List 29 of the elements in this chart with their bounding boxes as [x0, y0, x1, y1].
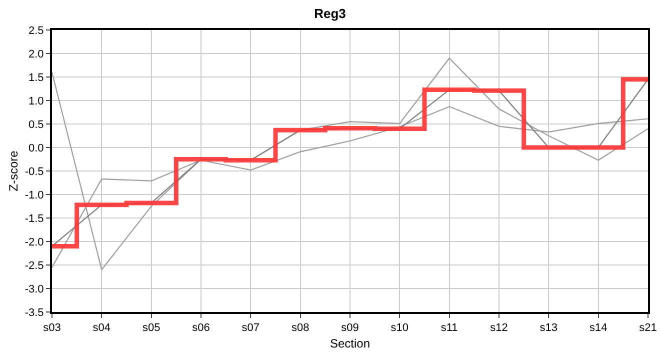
y-tick-label: -1.5 [24, 212, 44, 225]
x-tick-label: s13 [540, 322, 558, 334]
x-tick-label: s12 [490, 322, 508, 334]
x-tick-label: s04 [92, 322, 111, 334]
x-tick-label: s09 [341, 322, 359, 334]
y-tick-label: -2.5 [24, 260, 44, 272]
y-tick-label: -3.5 [24, 306, 44, 319]
y-tick-label: 1.5 [28, 72, 44, 84]
y-tick-label: 1.0 [28, 95, 44, 108]
chart-title: Reg3 [314, 6, 346, 22]
y-axis-title: Z-score [6, 150, 21, 192]
x-tick-label: s03 [43, 322, 61, 334]
y-tick-label: 2.0 [28, 48, 44, 60]
y-tick-label: -1.0 [24, 189, 44, 202]
y-tick-label: -2.0 [24, 236, 44, 248]
x-tick-label: s07 [242, 322, 260, 334]
x-tick-label: s05 [142, 322, 160, 334]
y-tick-label: -0.5 [24, 166, 44, 178]
x-tick-label: s11 [440, 322, 458, 334]
y-tick-label: 0.5 [28, 118, 44, 131]
x-tick-label: s08 [291, 322, 310, 334]
x-tick-label: s06 [192, 322, 210, 334]
y-tick-label: 0.0 [28, 142, 44, 154]
x-axis-title: Section [330, 336, 370, 351]
y-tick-label: 2.5 [28, 24, 44, 37]
y-tick-label: -3.0 [24, 283, 44, 296]
x-tick-label: s14 [589, 322, 608, 334]
x-tick-label: s21 [639, 322, 657, 334]
x-tick-label: s10 [390, 322, 409, 334]
